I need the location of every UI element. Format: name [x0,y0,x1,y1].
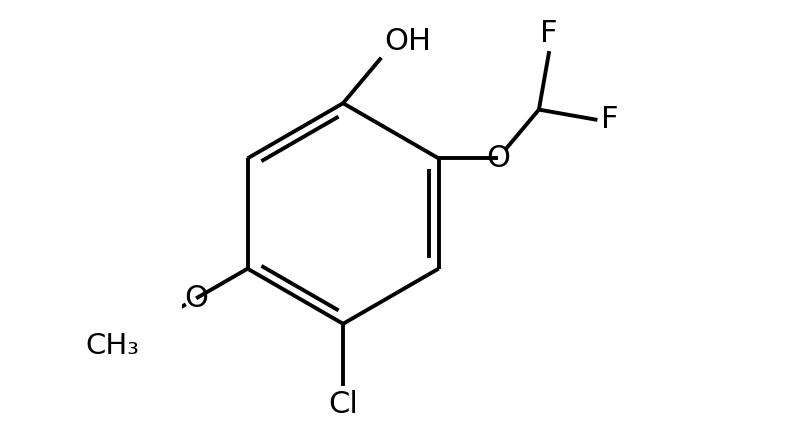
Text: OH: OH [385,27,432,56]
Text: Cl: Cl [328,389,358,419]
Text: O: O [184,284,208,313]
Text: F: F [600,105,619,134]
Text: O: O [486,144,510,173]
Text: CH₃: CH₃ [85,332,139,360]
Text: F: F [541,19,558,48]
